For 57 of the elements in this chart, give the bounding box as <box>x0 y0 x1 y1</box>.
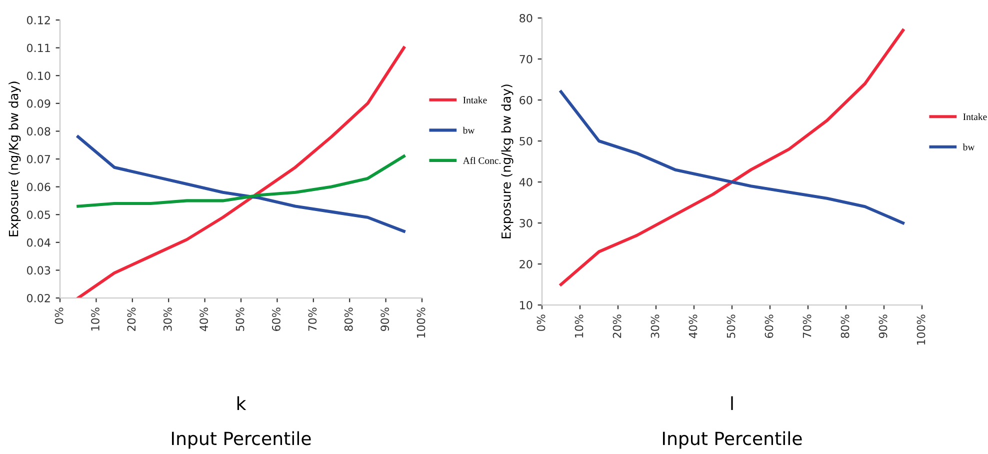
y-tick-label: 30 <box>520 218 532 228</box>
x-tick-label: 100% <box>416 308 426 338</box>
y-tick-label: 0.11 <box>26 44 50 52</box>
legend-label: Afl Conc. <box>462 156 501 164</box>
x-tick-label: 0% <box>536 314 546 331</box>
y-tick-label: 20 <box>520 260 532 268</box>
x-axis-title: Input Percentile <box>662 431 802 449</box>
x-tick-label: 20% <box>127 308 136 331</box>
line-series <box>559 90 905 225</box>
y-tick-label: 70 <box>520 54 532 64</box>
x-tick-label: 80% <box>344 308 353 331</box>
line-series <box>559 28 905 286</box>
x-tick-label: 40% <box>200 308 208 332</box>
y-tick-label: 0.09 <box>26 99 50 108</box>
x-tick-label: 30% <box>650 314 660 338</box>
x-tick-label: 60% <box>764 314 774 338</box>
legend-label: bw <box>962 144 975 150</box>
y-tick-label: 0.04 <box>26 238 50 247</box>
x-tick-label: 10% <box>574 314 584 338</box>
y-tick-label: 0.08 <box>26 127 50 136</box>
line-series <box>76 154 406 208</box>
x-tick-label: 70% <box>802 314 812 338</box>
text: l <box>731 396 733 410</box>
y-tick-label: 50 <box>520 136 532 146</box>
y-tick-label: 0.06 <box>26 182 50 192</box>
y-tick-label: 80 <box>520 14 532 22</box>
x-tick-label: 90% <box>380 308 390 332</box>
y-tick-label: 0.07 <box>26 154 50 164</box>
x-tick-label: 80% <box>840 314 850 338</box>
x-tick-label: 50% <box>726 314 736 338</box>
x-tick-label: 10% <box>91 308 100 331</box>
x-tick-label: 100% <box>916 314 926 345</box>
text: k <box>237 396 246 410</box>
x-tick-label: 20% <box>612 314 622 338</box>
y-tick-label: 0.05 <box>26 210 50 219</box>
y-tick-label: 0.10 <box>26 72 50 80</box>
x-tick-label: 50% <box>236 308 244 331</box>
line-series <box>76 46 406 298</box>
x-tick-label: 0% <box>54 308 64 324</box>
y-tick-label: 10 <box>520 300 532 310</box>
line-series <box>76 135 406 233</box>
x-tick-label: 70% <box>308 308 317 331</box>
x-tick-label: 60% <box>272 308 280 331</box>
y-tick-label: 0.03 <box>26 266 50 275</box>
x-tick-label: 90% <box>878 314 888 338</box>
legend-label: Intake <box>963 113 987 120</box>
y-tick-label: 0.12 <box>26 16 50 24</box>
y-tick-label: 0.02 <box>26 294 50 302</box>
x-tick-label: 30% <box>163 308 172 331</box>
legend-label: Intake <box>463 96 487 104</box>
x-tick-label: 40% <box>688 314 698 338</box>
y-tick-label: 60 <box>520 96 532 104</box>
y-axis-title: Exposure (ng/kg bw day) <box>501 84 514 238</box>
y-tick-label: 40 <box>519 178 532 186</box>
x-axis-title: Input Percentile <box>172 431 311 449</box>
legend-label: bw <box>462 126 475 134</box>
y-axis-title: Exposure (ng/Kg bw day) <box>8 82 21 236</box>
